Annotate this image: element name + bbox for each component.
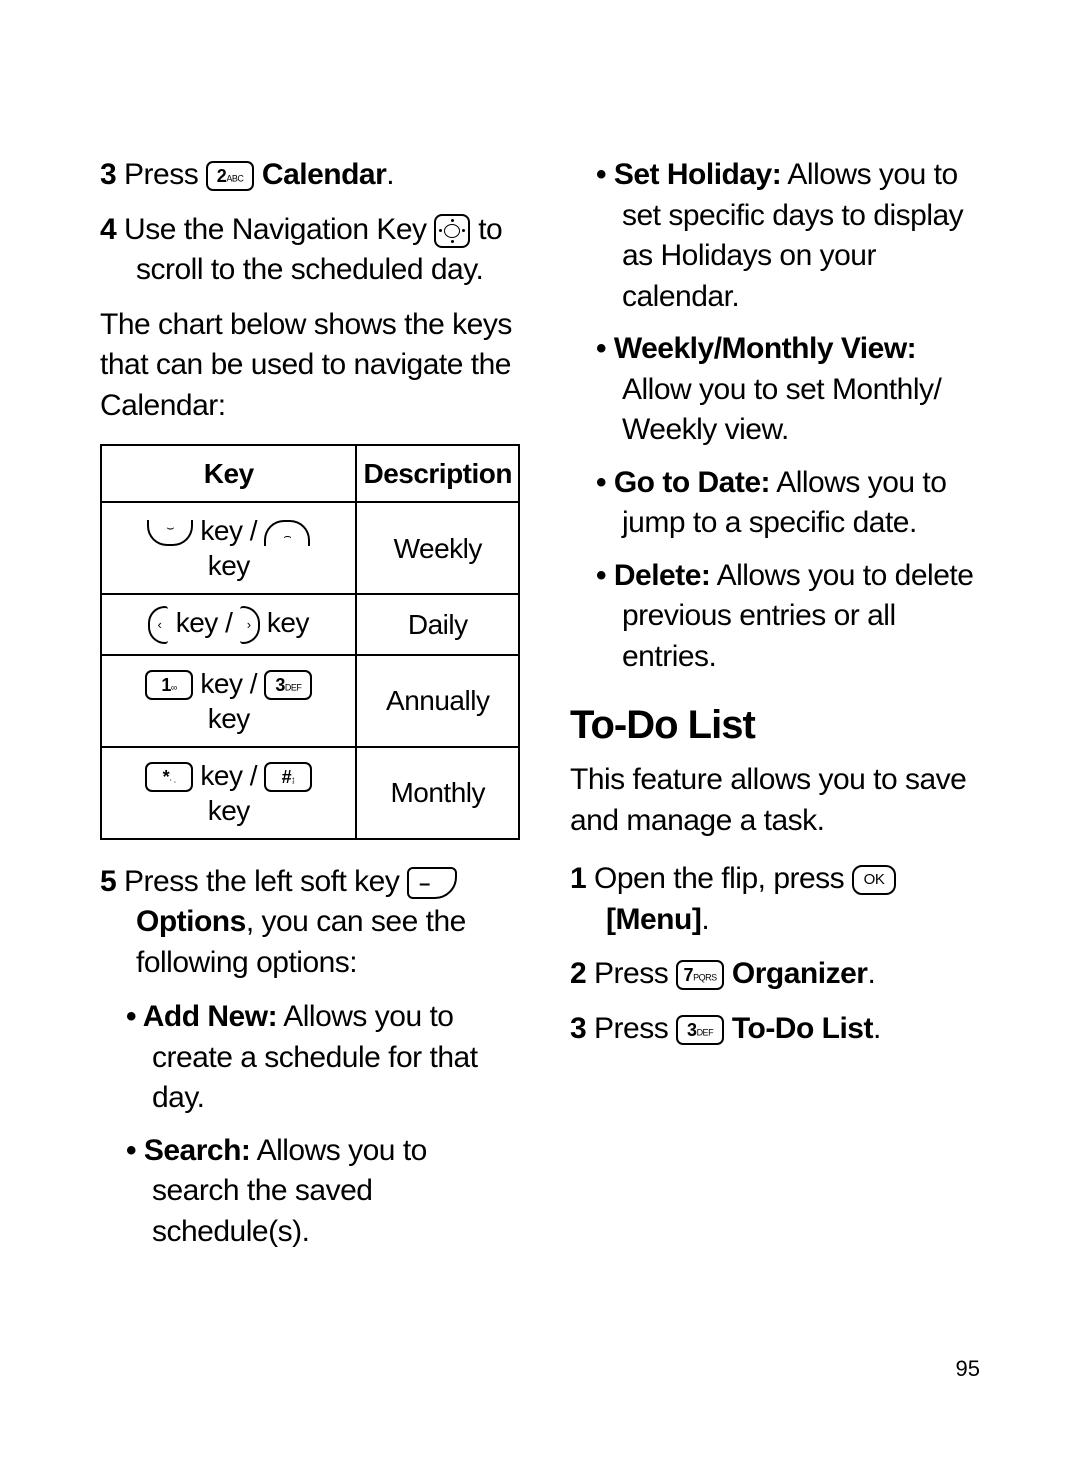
left-soft-key-icon: [407, 867, 457, 899]
label: Organizer: [724, 957, 867, 990]
bullet-weekly-monthly: Weekly/Monthly View: Allow you to set Mo…: [570, 329, 990, 451]
desc-cell: Weekly: [356, 502, 519, 594]
text: Press: [594, 957, 676, 990]
todo-intro: This feature allows you to save and mana…: [570, 760, 990, 841]
step-number: 1: [570, 862, 586, 895]
col-key: Key: [101, 445, 356, 502]
bullet-search: Search: Allows you to search the saved s…: [100, 1131, 520, 1253]
desc-cell: Annually: [356, 655, 519, 747]
desc-cell: Daily: [356, 594, 519, 655]
step-4-nav: 4 Use the Navigation Key to scroll to th…: [100, 210, 520, 291]
page-number: 95: [956, 1356, 980, 1382]
step-number: 3: [100, 158, 116, 191]
step-3-calendar: 3 Press 2ABC Calendar.: [100, 155, 520, 196]
step-number: 3: [570, 1012, 586, 1045]
up-key-icon: ⌢: [264, 520, 310, 546]
step-5-options: 5 Press the left soft key Options, you c…: [100, 862, 520, 984]
table-row: ⌣ key / ⌢ key Weekly: [101, 502, 519, 594]
label: Calendar: [254, 158, 386, 191]
text: Allow you to set Monthly/ Weekly view.: [622, 373, 941, 447]
table-row: *· . key / #↨ key Monthly: [101, 747, 519, 839]
label: Search:: [144, 1134, 251, 1167]
step-number: 5: [100, 865, 116, 898]
chart-intro: The chart below shows the keys that can …: [100, 305, 520, 427]
table-row: 1∞ key / 3DEF key Annually: [101, 655, 519, 747]
todo-step-2: 2 Press 7PQRS Organizer.: [570, 954, 990, 995]
table-row: ‹ key / › key Daily: [101, 594, 519, 655]
label: Go to Date:: [614, 466, 770, 499]
label: [Menu]: [606, 903, 701, 936]
bullet-add-new: Add New: Allows you to create a schedule…: [100, 997, 520, 1119]
bullet-goto-date: Go to Date: Allows you to jump to a spec…: [570, 463, 990, 544]
text: Press: [124, 158, 206, 191]
text: Press: [594, 1012, 676, 1045]
label: Add New:: [143, 1000, 277, 1033]
step-number: 4: [100, 213, 116, 246]
key-3-icon: 3DEF: [264, 670, 312, 700]
text: Press the left soft key: [124, 865, 407, 898]
table-row: Key Description: [101, 445, 519, 502]
key-3def-icon: 3DEF: [676, 1015, 724, 1045]
navigation-key-icon: [434, 214, 470, 248]
left-key-icon: ‹: [148, 606, 168, 644]
key-cell: 1∞ key / 3DEF key: [101, 655, 356, 747]
bullet-delete: Delete: Allows you to delete previous en…: [570, 556, 990, 678]
bullet-set-holiday: Set Holiday: Allows you to set specific …: [570, 155, 990, 317]
col-desc: Description: [356, 445, 519, 502]
label: Weekly/Monthly View:: [614, 332, 916, 365]
key-table: Key Description ⌣ key / ⌢ key Weekly ‹ k…: [100, 444, 520, 840]
key-cell: ⌣ key / ⌢ key: [101, 502, 356, 594]
todo-step-1: 1 Open the flip, press OK [Menu].: [570, 859, 990, 940]
step-number: 2: [570, 957, 586, 990]
desc-cell: Monthly: [356, 747, 519, 839]
label: Options: [136, 905, 246, 938]
key-2abc-icon: 2ABC: [206, 161, 254, 191]
down-key-icon: ⌣: [147, 520, 193, 546]
key-hash-icon: #↨: [264, 762, 312, 792]
text: Open the flip, press: [594, 862, 852, 895]
key-1-icon: 1∞: [145, 670, 193, 700]
label: To-Do List: [724, 1012, 873, 1045]
ok-key-icon: OK: [852, 865, 896, 895]
key-star-icon: *· .: [145, 762, 193, 792]
key-cell: ‹ key / › key: [101, 594, 356, 655]
text: Use the Navigation Key: [124, 213, 434, 246]
todo-step-3: 3 Press 3DEF To-Do List.: [570, 1009, 990, 1050]
label: Delete:: [614, 559, 711, 592]
label: Set Holiday:: [614, 158, 781, 191]
right-key-icon: ›: [240, 606, 260, 644]
key-cell: *· . key / #↨ key: [101, 747, 356, 839]
heading-todo: To-Do List: [570, 703, 990, 748]
key-7-icon: 7PQRS: [676, 960, 724, 990]
